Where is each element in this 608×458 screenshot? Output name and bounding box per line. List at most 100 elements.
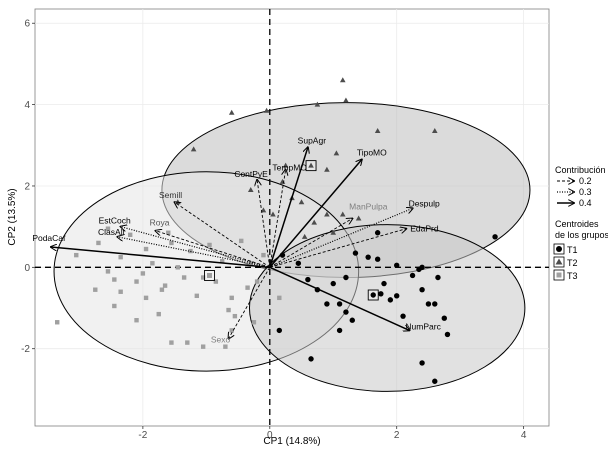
legend-contribution-item-2: 0.4 [557, 198, 592, 208]
vector-arrow-manpulpa [269, 219, 352, 268]
point-t3 [105, 269, 111, 274]
point-t1 [308, 356, 314, 362]
point-t3 [55, 320, 60, 325]
point-t3 [118, 254, 123, 260]
point-t1 [343, 274, 349, 281]
vector-label-tempmo: TempMO [272, 163, 307, 173]
vector-label-roya: Roya [150, 218, 170, 228]
point-t3 [169, 240, 174, 246]
point-t1 [378, 291, 384, 297]
point-t1 [336, 301, 343, 307]
vector-label-sexo: Sexo [211, 335, 231, 345]
ellipse-t1 [248, 224, 526, 392]
centroid-marker-t2 [308, 162, 314, 168]
vector-label-despulp: Despulp [409, 198, 440, 208]
point-t3 [166, 230, 171, 235]
point-t1 [295, 260, 302, 266]
point-t1 [381, 280, 387, 287]
data-points [55, 77, 498, 384]
point-t3 [74, 252, 79, 258]
vector-arrow-tipomo [269, 160, 362, 268]
point-t1 [400, 313, 406, 319]
point-t1 [305, 276, 311, 283]
vector-arrow-tempmo [269, 170, 286, 268]
vector-label-tipomo: TipoMO [357, 148, 387, 158]
vector-arrow-numparc [269, 266, 410, 330]
point-t3 [112, 277, 117, 282]
legend-contribution-label: 0.2 [579, 176, 592, 186]
vector-arrow-despulp [269, 208, 413, 268]
legend-group-label: T2 [567, 258, 578, 268]
legend-group-item-t1: T1 [553, 243, 578, 255]
vector-arrow-podacaf [51, 247, 270, 269]
legend-groups-title: Centroides [555, 219, 599, 229]
point-t3 [127, 232, 133, 237]
point-t2 [301, 233, 308, 239]
y-axis-title: CP2 (13.5%) [7, 188, 18, 245]
point-t1 [276, 327, 283, 334]
vector-arrow-sexo [229, 267, 271, 338]
vector-label-supagr: SupAgr [298, 135, 327, 145]
point-t2 [314, 101, 321, 107]
point-t1 [394, 293, 400, 299]
point-t3 [200, 275, 206, 280]
point-t1 [425, 301, 432, 307]
point-t3 [229, 328, 234, 333]
point-t1 [444, 331, 451, 338]
point-t3 [159, 287, 165, 292]
vector-arrow-semill [175, 202, 271, 268]
legend-contribution-label: 0.4 [579, 198, 592, 208]
point-t1 [352, 250, 359, 256]
point-t2 [298, 199, 305, 205]
point-t1 [432, 301, 438, 307]
point-t3 [251, 320, 257, 325]
point-t2 [247, 187, 254, 193]
vector-label-edaprd: EdaPrd [410, 224, 439, 234]
point-t1 [419, 264, 425, 271]
point-t3 [245, 285, 250, 290]
point-t3 [169, 340, 174, 345]
legend-contribution-item-0: 0.2 [557, 176, 592, 186]
y-tick-label: 0 [24, 263, 30, 274]
point-t3 [150, 261, 155, 266]
point-t3 [134, 318, 139, 323]
point-t3 [185, 340, 190, 345]
point-t1 [419, 360, 425, 366]
x-tick-label: 2 [394, 430, 400, 441]
point-t3 [239, 238, 244, 244]
point-t2 [270, 211, 276, 217]
point-t1 [324, 301, 330, 307]
point-t2 [190, 146, 197, 152]
point-t3 [112, 303, 117, 309]
point-t1 [387, 297, 394, 303]
point-t2 [374, 128, 381, 134]
vector-label-numparc: NumParc [405, 321, 441, 331]
x-tick-label: 4 [521, 430, 527, 441]
point-t3 [194, 293, 200, 299]
legend-circle-marker [556, 246, 562, 252]
point-t3 [229, 295, 234, 301]
legend-triangle-marker [555, 258, 563, 265]
y-tick-label: 4 [24, 100, 30, 111]
point-t3 [232, 313, 238, 319]
legend-group-label: T3 [567, 271, 578, 281]
point-t2 [339, 77, 346, 83]
point-t3 [261, 252, 266, 258]
point-t1 [349, 317, 355, 323]
point-t2 [311, 219, 318, 225]
point-t3 [223, 344, 228, 349]
point-t2 [263, 107, 270, 113]
point-t2 [324, 211, 330, 217]
point-t2 [330, 229, 337, 235]
axis-ticks: -2 0 2 4 -2 0 2 4 6 [21, 19, 527, 441]
variable-vectors: SupAgr TipoMO Despulp EdaPrd NumParc PodaCaf E… [32, 135, 441, 344]
vector-label-podacaf: PodaCaf [32, 233, 66, 243]
vector-arrow-clasalt [117, 237, 270, 268]
point-t3 [93, 287, 98, 292]
point-t3 [118, 289, 123, 294]
vector-label-contpye: ContPyE [234, 169, 268, 179]
legend-contribution-title: Contribución [555, 165, 606, 175]
vector-arrow-estcoch [121, 227, 270, 268]
point-t2 [228, 109, 235, 115]
point-t1 [374, 256, 381, 262]
